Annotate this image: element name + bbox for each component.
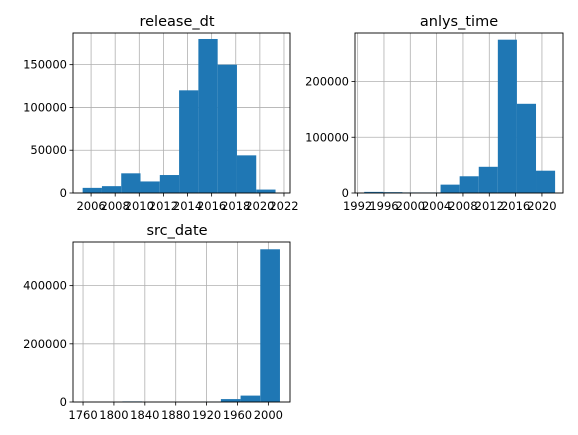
x-tick-label: 2006	[76, 199, 105, 213]
x-tick-label: 2000	[396, 199, 425, 213]
src-date-histogram: src_date 1760 1800 1840 1880 1920 1960 2000 0 20…	[23, 223, 291, 422]
histogram-bar	[497, 39, 517, 193]
anlys-time-histogram: anlys_time 19921996200020042008201220162…	[305, 14, 564, 213]
histogram-bar	[198, 38, 218, 193]
x-tick-label: 2008	[101, 199, 130, 213]
x-tick-label: 2012	[149, 199, 178, 213]
x-tick-label: 1800	[99, 408, 128, 422]
release-dt-histogram: release_dt 20062008201020122014201620182…	[23, 14, 299, 213]
x-tick-label: 1920	[192, 408, 221, 422]
y-tick-label: 200000	[305, 75, 349, 89]
histogram-bar	[536, 170, 556, 193]
histogram-bar	[82, 187, 102, 193]
y-tick-label: 150000	[23, 58, 67, 72]
x-tick-label: 2010	[125, 199, 154, 213]
histogram-bar	[459, 176, 479, 193]
y-tick-label: 100000	[305, 130, 349, 144]
x-tick-label: 1992	[343, 199, 372, 213]
y-tick-label: 0	[60, 395, 67, 409]
histogram-bar	[364, 191, 384, 193]
histogram-bar	[140, 181, 160, 193]
x-tick-label: 2000	[254, 408, 283, 422]
x-tick-label: 1960	[223, 408, 252, 422]
y-tick-label: 100000	[23, 100, 67, 114]
histogram-bar	[101, 186, 122, 193]
panel-title: release_dt	[139, 14, 214, 30]
histogram-bar	[220, 399, 241, 402]
histogram-bar	[256, 189, 276, 193]
x-tick-label: 2020	[245, 199, 274, 213]
histogram-bar	[516, 103, 537, 193]
y-tick-label: 400000	[23, 279, 67, 293]
axes-frame	[72, 241, 291, 403]
x-tick-label: 2008	[448, 199, 477, 213]
x-tick-label: 1996	[369, 199, 398, 213]
x-tick-label: 2004	[422, 199, 451, 213]
histogram-bar	[440, 184, 460, 193]
histogram-bar	[159, 175, 180, 193]
x-tick-label: 2020	[527, 199, 556, 213]
histogram-bar	[217, 64, 237, 194]
histogram-bar	[179, 90, 199, 193]
x-tick-label: 2014	[173, 199, 202, 213]
x-tick-label: 2022	[269, 199, 298, 213]
x-tick-label: 2016	[501, 199, 530, 213]
y-tick-label: 0	[342, 186, 349, 200]
x-tick-label: 1760	[68, 408, 97, 422]
x-tick-label: 2018	[221, 199, 250, 213]
panel-title: anlys_time	[420, 14, 498, 30]
histogram-bar	[478, 166, 498, 193]
histogram-bar	[236, 155, 257, 193]
x-tick-label: 2012	[475, 199, 504, 213]
histogram-bar	[260, 249, 280, 402]
axes-frame	[354, 32, 564, 194]
y-tick-label: 200000	[23, 337, 67, 351]
x-tick-label: 1840	[130, 408, 159, 422]
y-tick-label: 0	[60, 186, 67, 200]
panel-title: src_date	[146, 223, 207, 239]
y-tick-label: 50000	[30, 143, 67, 157]
x-tick-label: 2016	[197, 199, 226, 213]
histogram-bar	[121, 173, 141, 193]
x-tick-label: 1880	[161, 408, 190, 422]
histogram-bar	[240, 395, 261, 402]
axes-frame	[72, 32, 291, 194]
